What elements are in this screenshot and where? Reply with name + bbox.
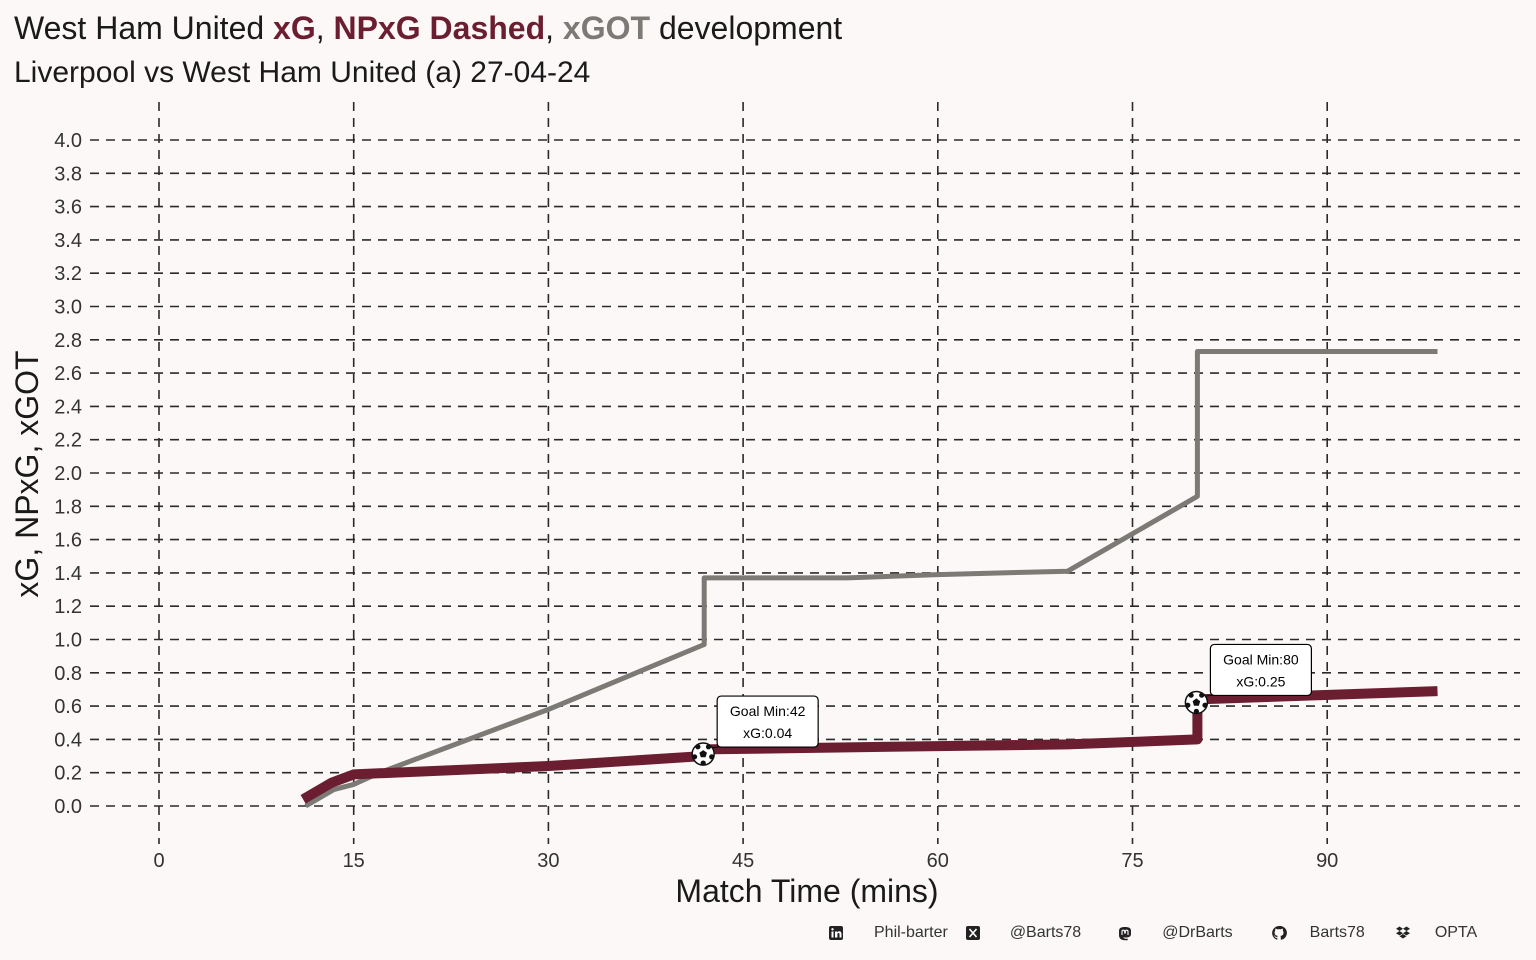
goal-annotation: Goal Min:80 xG:0.25 [1184, 643, 1313, 715]
github-icon [1271, 925, 1287, 941]
y-tick-label: 1.2 [54, 596, 82, 618]
y-tick-label: 3.8 [54, 163, 82, 185]
y-tick-label: 2.2 [54, 430, 82, 452]
annotation-box [1209, 643, 1313, 697]
y-tick-label: 2.4 [54, 396, 82, 418]
title-xg: xG [273, 10, 316, 46]
soccer-ball-icon [691, 742, 715, 766]
title-npxg: NPxG Dashed [333, 10, 546, 46]
x-tick-label: 45 [732, 850, 754, 872]
footer-github-text: Barts78 [1309, 924, 1365, 941]
y-tick-label: 0.4 [54, 729, 82, 751]
y-tick-label: 0.0 [54, 796, 82, 818]
title-xgot: xGOT [562, 10, 651, 46]
y-tick-label: 1.4 [54, 563, 82, 585]
x-tick-label: 15 [343, 850, 365, 872]
footer-twitter-text: @Barts78 [1009, 924, 1082, 941]
grid-lines [90, 102, 1520, 844]
mastodon-icon [1117, 925, 1133, 941]
y-tick-label: 2.0 [54, 463, 82, 485]
series-line-xgot [304, 349, 1438, 809]
y-tick-label: 0.8 [54, 663, 82, 685]
x-tick-label: 60 [927, 850, 949, 872]
x-tick-label: 30 [537, 850, 559, 872]
x-tick-labels: 0 15 30 45 60 75 90 [153, 850, 1338, 872]
y-tick-label: 2.6 [54, 363, 82, 385]
y-tick-label: 0.6 [54, 696, 82, 718]
annotation-line-1: Goal Min:42 [730, 703, 806, 719]
annotation-line-1: Goal Min:80 [1223, 651, 1299, 667]
y-tick-label: 1.0 [54, 630, 82, 652]
annotation-line-2: xG:0.04 [743, 725, 792, 741]
y-tick-label: 1.6 [54, 530, 82, 552]
series-lines [300, 349, 1438, 809]
y-tick-label: 2.8 [54, 330, 82, 352]
y-tick-label: 3.2 [54, 263, 82, 285]
dropbox-icon [1395, 925, 1411, 941]
y-tick-label: 0.2 [54, 763, 82, 785]
title-sep-2: , [545, 10, 563, 46]
x-tick-label: 90 [1316, 850, 1338, 872]
y-axis-title: xG, NPxG, xGOT [9, 350, 45, 597]
y-tick-label: 4.0 [54, 130, 82, 152]
x-tick-label: 0 [153, 850, 164, 872]
goal-annotations: Goal Min:42 xG:0.04 Goal Min:80 xG:0.25 [691, 643, 1313, 766]
x-tick-label: 75 [1121, 850, 1143, 872]
title-prefix: West Ham United [14, 10, 274, 46]
annotation-line-2: xG:0.25 [1236, 673, 1285, 689]
annotation-box [716, 695, 819, 748]
chart-subtitle: Liverpool vs West Ham United (a) 27-04-2… [14, 56, 591, 89]
title-sep-1: , [315, 10, 334, 46]
series-line-xg [300, 686, 1438, 804]
footer-credits: Phil-barter @Barts78 @DrBarts Barts78 OP… [828, 924, 1477, 942]
y-tick-label: 3.0 [54, 297, 82, 319]
footer-opta-text: OPTA [1434, 924, 1478, 941]
y-tick-label: 3.6 [54, 197, 82, 219]
goal-annotation: Goal Min:42 xG:0.04 [691, 695, 819, 766]
title-suffix: development [650, 10, 843, 46]
chart-title: West Ham United xG, NPxG Dashed, xGOT de… [14, 10, 842, 47]
y-tick-label: 1.8 [54, 496, 82, 518]
footer-linkedin-text: Phil-barter [874, 924, 948, 941]
linkedin-icon [828, 925, 844, 941]
x-axis-title: Match Time (mins) [675, 873, 938, 909]
x-twitter-icon [965, 925, 981, 941]
footer-mastodon-text: @DrBarts [1162, 924, 1233, 941]
y-tick-label: 3.4 [54, 230, 82, 252]
soccer-ball-icon [1184, 690, 1209, 715]
y-tick-labels: 0.0 0.2 0.4 0.6 0.8 1.0 1.2 1.4 1.6 1.8 2.0 2.2 2.4 2… [54, 130, 82, 818]
